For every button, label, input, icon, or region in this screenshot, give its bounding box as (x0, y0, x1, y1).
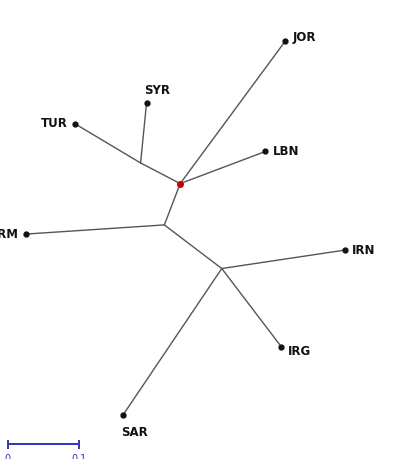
Text: LBN: LBN (272, 145, 299, 158)
Text: 0: 0 (5, 454, 11, 459)
Text: TUR: TUR (41, 118, 68, 130)
Text: IRG: IRG (288, 345, 312, 358)
Text: SAR: SAR (121, 426, 148, 439)
Text: IRN: IRN (352, 244, 375, 257)
Text: 0.1: 0.1 (72, 454, 87, 459)
Text: JOR: JOR (292, 31, 316, 44)
Text: SYR: SYR (145, 84, 171, 97)
Text: ARM: ARM (0, 228, 19, 241)
